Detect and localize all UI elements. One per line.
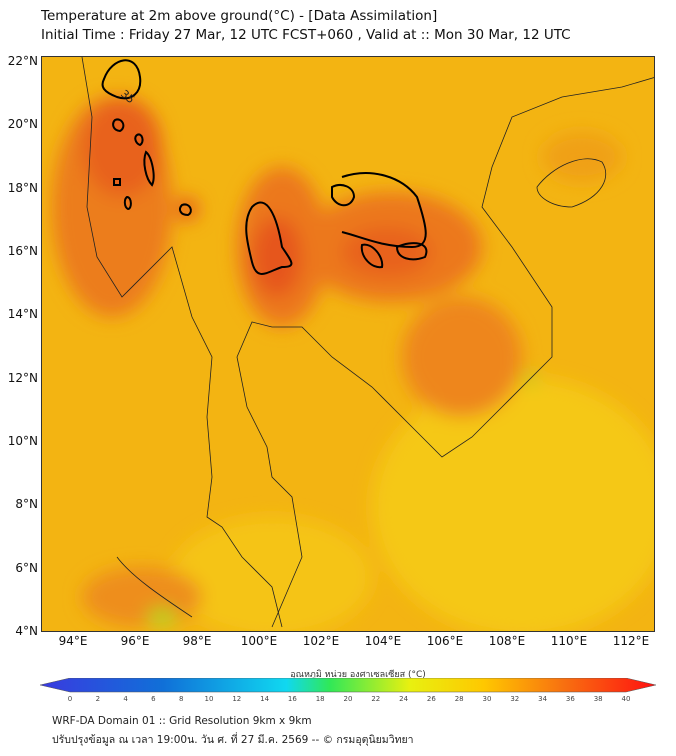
colorbar-tick: 12	[232, 695, 242, 703]
lat-label: 4°N	[15, 624, 38, 638]
lat-label: 8°N	[15, 497, 38, 511]
lon-label: 112°E	[612, 634, 650, 648]
temperature-map[interactable]: 35	[41, 56, 655, 632]
coastlines	[81, 57, 654, 628]
colorbar-tick: 30	[482, 695, 492, 703]
colorbar-tick: 16	[287, 695, 297, 703]
lat-label: 14°N	[7, 307, 38, 321]
map-title: Temperature at 2m above ground(°C) - [Da…	[41, 8, 438, 24]
lon-label: 100°E	[240, 634, 278, 648]
colorbar-tick: 10	[204, 695, 214, 703]
colorbar-tick: 32	[510, 695, 520, 703]
lat-label: 16°N	[7, 244, 38, 258]
colorbar-title: อุณหภูมิ หน่วย องศาเซลเซียส (°C)	[290, 670, 426, 680]
colorbar-tick: 26	[426, 695, 436, 703]
lon-label: 102°E	[302, 634, 340, 648]
colorbar	[40, 678, 656, 693]
colorbar-tick: 0	[67, 695, 73, 703]
map-subtitle: Initial Time : Friday 27 Mar, 12 UTC FCS…	[41, 27, 571, 43]
colorbar-tick: 18	[315, 695, 325, 703]
lat-label: 6°N	[15, 561, 38, 575]
colorbar-tick: 24	[399, 695, 409, 703]
colorbar-tick: 4	[123, 695, 128, 703]
colorbar-tick: 14	[260, 695, 270, 703]
colorbar-tick: 38	[593, 695, 603, 703]
lat-label: 18°N	[7, 181, 38, 195]
lon-label: 96°E	[120, 634, 150, 648]
lon-label: 106°E	[426, 634, 464, 648]
temperature-field: 35	[42, 57, 654, 631]
colorbar-tick: 2	[95, 695, 101, 703]
lon-label: 108°E	[488, 634, 526, 648]
lon-label: 104°E	[364, 634, 402, 648]
footer-update-info: ปรับปรุงข้อมูล ณ เวลา 19:00น. วัน ศ. ที่…	[52, 734, 414, 746]
lat-label: 22°N	[7, 54, 38, 68]
colorbar-tick: 20	[343, 695, 353, 703]
lat-label: 20°N	[7, 117, 38, 131]
colorbar-tick: 6	[151, 695, 156, 703]
lon-label: 110°E	[550, 634, 588, 648]
colorbar-tick: 34	[538, 695, 548, 703]
lat-label: 10°N	[7, 434, 38, 448]
lon-label: 98°E	[182, 634, 212, 648]
contour-35	[101, 59, 428, 275]
colorbar-tick: 8	[178, 695, 184, 703]
colorbar-tick: 28	[454, 695, 464, 703]
lat-label: 12°N	[7, 371, 38, 385]
lon-label: 94°E	[58, 634, 88, 648]
colorbar-tick: 36	[565, 695, 575, 703]
colorbar-tick: 22	[371, 695, 381, 703]
footer-grid-info: WRF-DA Domain 01 :: Grid Resolution 9km …	[52, 715, 312, 727]
colorbar-tick: 40	[621, 695, 631, 703]
